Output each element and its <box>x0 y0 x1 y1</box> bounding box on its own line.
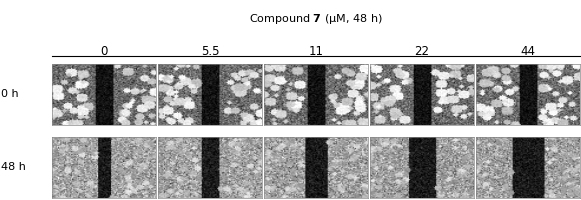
Text: 22: 22 <box>414 45 429 58</box>
Text: 0: 0 <box>101 45 108 58</box>
Text: Compound $\mathbf{7}$ (μM, 48 h): Compound $\mathbf{7}$ (μM, 48 h) <box>249 12 383 26</box>
Text: 0 h: 0 h <box>1 89 19 99</box>
Text: 5.5: 5.5 <box>201 45 220 58</box>
Text: 11: 11 <box>309 45 324 58</box>
Text: 48 h: 48 h <box>1 162 26 172</box>
Text: 44: 44 <box>521 45 536 58</box>
